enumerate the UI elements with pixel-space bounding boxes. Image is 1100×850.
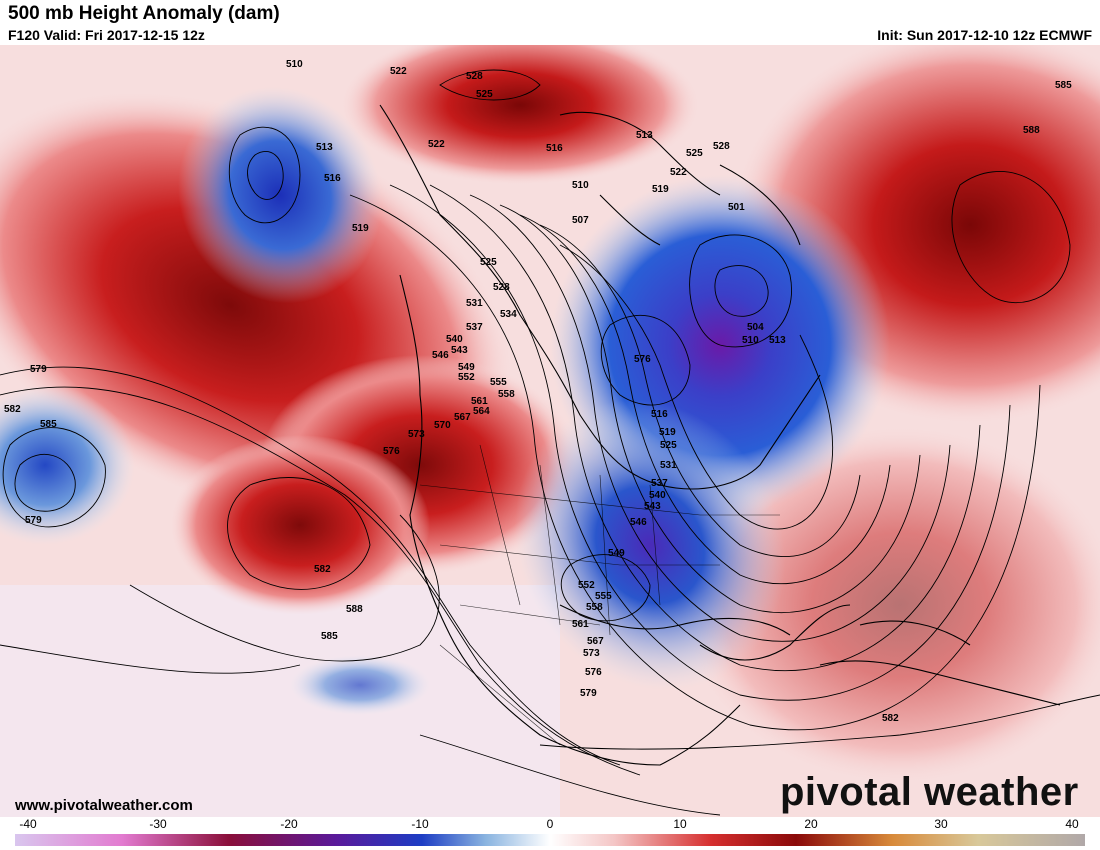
contour-label: 555 xyxy=(595,591,612,602)
contour-label: 528 xyxy=(466,71,483,82)
contour-label: 525 xyxy=(476,89,493,100)
colorbar-tick: -20 xyxy=(280,817,298,831)
contour-label: 552 xyxy=(578,580,595,591)
contour-label: 558 xyxy=(498,389,515,400)
arctic-ridge-anomaly xyxy=(340,45,700,185)
colorbar-tick: 20 xyxy=(804,817,818,831)
contour-label: 582 xyxy=(882,713,899,724)
contour-label: 582 xyxy=(314,564,331,575)
anomaly-map-svg: 510 522 528 525 522 513 516 519 513 516 … xyxy=(0,45,1100,817)
contour-label: 585 xyxy=(1055,80,1072,91)
contour-label: 537 xyxy=(651,478,668,489)
contour-label: 561 xyxy=(572,619,589,630)
alaska-low-anomaly xyxy=(178,86,382,304)
contour-label: 540 xyxy=(649,490,666,501)
contour-label: 579 xyxy=(580,688,597,699)
contour-label: 540 xyxy=(446,334,463,345)
contour-label: 588 xyxy=(346,604,363,615)
contour-label: 516 xyxy=(324,173,341,184)
colorbar-tick: -40 xyxy=(19,817,37,831)
political-borders xyxy=(419,444,780,746)
contour-label: 504 xyxy=(747,322,764,333)
colorbar xyxy=(15,834,1085,846)
contour-label: 552 xyxy=(458,372,475,383)
contour-label: 531 xyxy=(466,298,483,309)
contour-label: 573 xyxy=(583,648,600,659)
contour-label: 510 xyxy=(286,59,303,70)
contour-label: 519 xyxy=(652,184,669,195)
contour-label: 513 xyxy=(316,142,333,153)
contour-label: 525 xyxy=(660,440,677,451)
colorbar-tick: -10 xyxy=(411,817,429,831)
eastern-us-trough-anomaly xyxy=(514,399,786,691)
contour-label: 522 xyxy=(390,66,407,77)
valid-time: F120 Valid: Fri 2017-12-15 12z xyxy=(8,27,205,43)
contour-label: 528 xyxy=(713,141,730,152)
contour-label: 507 xyxy=(572,215,589,226)
contour-label: 564 xyxy=(473,406,490,417)
init-time: Init: Sun 2017-12-10 12z ECMWF xyxy=(877,27,1092,43)
contour-label: 576 xyxy=(585,667,602,678)
contour-label: 522 xyxy=(670,167,687,178)
contour-label: 534 xyxy=(500,309,517,320)
contour-label: 570 xyxy=(434,420,451,431)
colorbar-ticks: -40 -30 -20 -10 0 10 20 30 40 xyxy=(0,817,1100,833)
offshore-ridge-anomaly xyxy=(170,435,430,615)
contour-label: 579 xyxy=(25,515,42,526)
contour-label: 531 xyxy=(660,460,677,471)
contour-label: 528 xyxy=(493,282,510,293)
contour-label: 582 xyxy=(4,404,21,415)
colorbar-tick: 10 xyxy=(673,817,687,831)
map-title: 500 mb Height Anomaly (dam) xyxy=(8,3,280,24)
contour-label: 510 xyxy=(572,180,589,191)
contour-label: 558 xyxy=(586,602,603,613)
subtropical-low-anomaly xyxy=(290,655,430,715)
colorbar-tick: 30 xyxy=(934,817,948,831)
contour-label: 501 xyxy=(728,202,745,213)
contour-label: 573 xyxy=(408,429,425,440)
contour-label: 525 xyxy=(480,257,497,268)
contour-label: 585 xyxy=(321,631,338,642)
contour-label: 525 xyxy=(686,148,703,159)
website-url: www.pivotalweather.com xyxy=(15,797,193,814)
contour-label: 513 xyxy=(769,335,786,346)
contour-label: 516 xyxy=(546,143,563,154)
coastlines xyxy=(379,104,1061,766)
contour-label: 546 xyxy=(432,350,449,361)
colorbar-tick: 0 xyxy=(546,817,554,831)
colorbar-tick: 40 xyxy=(1065,817,1079,831)
contour-label: 579 xyxy=(30,364,47,375)
contour-label: 522 xyxy=(428,139,445,150)
contour-label: 519 xyxy=(352,223,369,234)
contour-label: 519 xyxy=(659,427,676,438)
contour-label: 567 xyxy=(454,412,471,423)
contour-label: 555 xyxy=(490,377,507,388)
contour-label: 546 xyxy=(630,517,647,528)
contour-label: 516 xyxy=(651,409,668,420)
contour-labels: 510 522 528 525 522 513 516 519 513 516 … xyxy=(4,59,1072,724)
subtropical-atlantic-anomaly xyxy=(680,425,1100,785)
contour-label: 510 xyxy=(742,335,759,346)
map-header: 500 mb Height Anomaly (dam) F120 Valid: … xyxy=(0,0,1100,45)
contour-label: 543 xyxy=(451,345,468,356)
contour-label: 549 xyxy=(458,362,475,373)
contour-label: 567 xyxy=(587,636,604,647)
subtropical-wash xyxy=(0,585,560,817)
contour-label: 585 xyxy=(40,419,57,430)
brand-logo: pivotal weather xyxy=(780,770,1079,814)
contour-label: 576 xyxy=(383,446,400,457)
contour-label: 513 xyxy=(636,130,653,141)
colorbar-tick: -30 xyxy=(149,817,167,831)
anomaly-map: 510 522 528 525 522 513 516 519 513 516 … xyxy=(0,45,1100,817)
contour-label: 588 xyxy=(1023,125,1040,136)
contour-label: 537 xyxy=(466,322,483,333)
contour-label: 543 xyxy=(644,501,661,512)
contour-label: 549 xyxy=(608,548,625,559)
contour-label: 576 xyxy=(634,354,651,365)
contour-label: 561 xyxy=(471,396,488,407)
